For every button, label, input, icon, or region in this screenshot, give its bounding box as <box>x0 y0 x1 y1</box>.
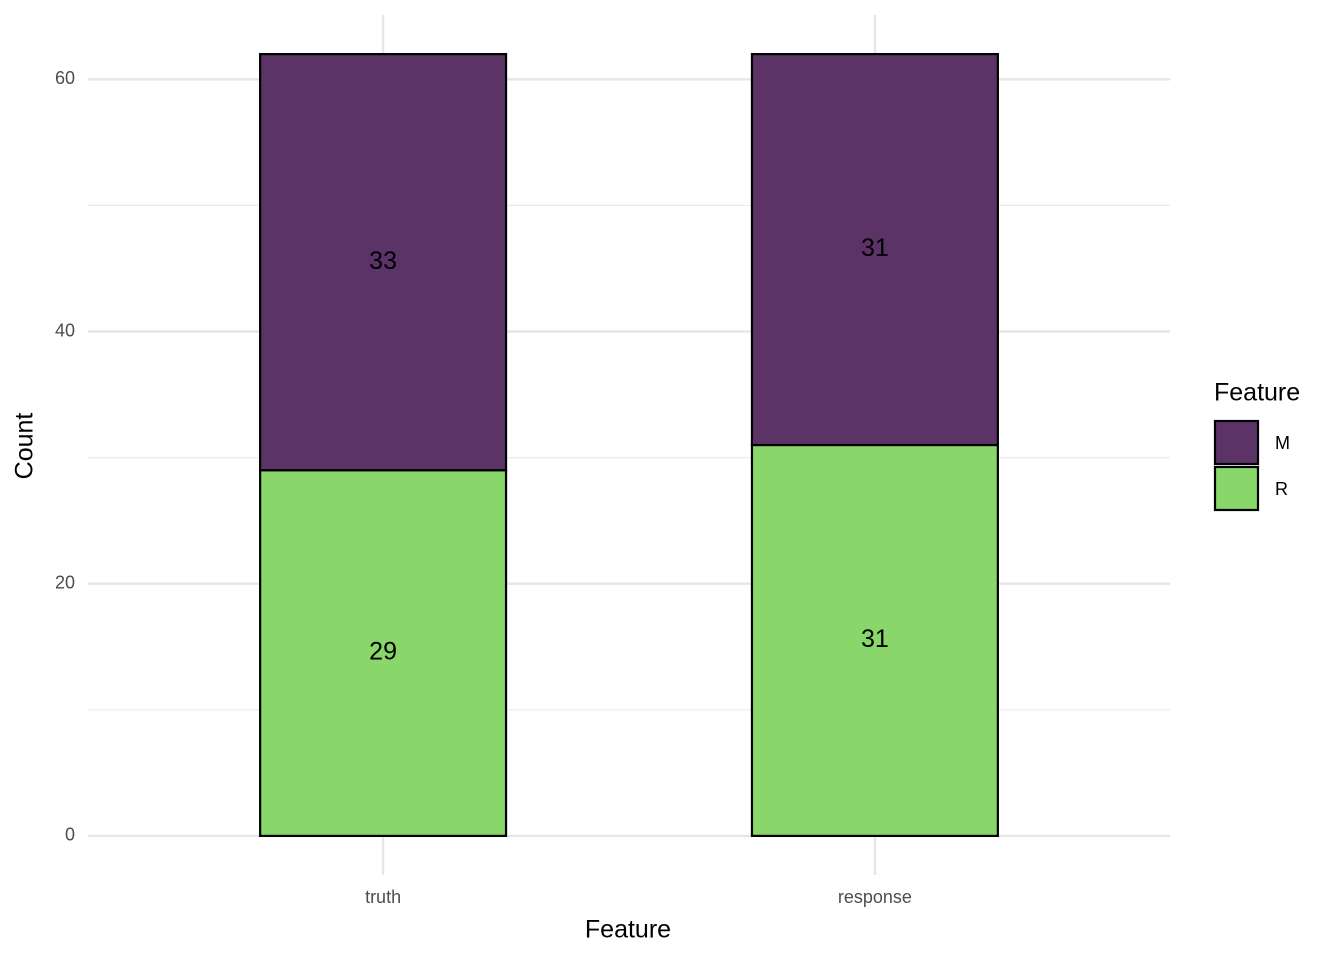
x-axis-title: Feature <box>585 916 671 944</box>
value-label: 33 <box>369 247 397 275</box>
legend-key <box>1213 419 1260 466</box>
bar-segment <box>750 52 999 447</box>
y-tick-label: 20 <box>55 572 75 592</box>
value-label: 31 <box>861 234 889 262</box>
bar-segment <box>259 52 508 472</box>
x-tick-label: truth <box>365 887 401 907</box>
legend-title: Feature <box>1214 379 1300 407</box>
bar-segment <box>259 469 508 838</box>
y-axis-title: Count <box>11 413 39 480</box>
value-label: 31 <box>861 625 889 653</box>
x-tick-label: response <box>838 887 912 907</box>
value-label: 29 <box>369 638 397 666</box>
legend-key <box>1213 465 1260 512</box>
legend-label: M <box>1275 433 1290 453</box>
y-tick-label: 40 <box>55 320 75 340</box>
bar-segment <box>750 443 999 838</box>
legend-label: R <box>1275 479 1288 499</box>
y-tick-label: 60 <box>55 68 75 88</box>
y-tick-label: 0 <box>65 825 75 845</box>
